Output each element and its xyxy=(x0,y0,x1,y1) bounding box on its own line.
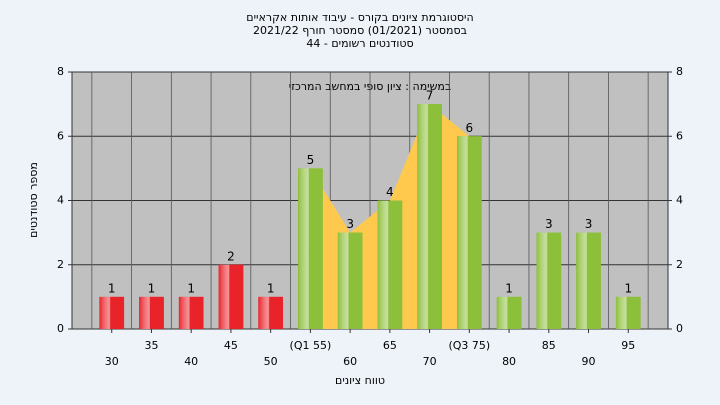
data-label: 7 xyxy=(426,89,434,103)
bar xyxy=(536,232,562,329)
y-tick-label: 8 xyxy=(57,65,64,78)
data-label: 1 xyxy=(148,281,156,295)
bar xyxy=(99,296,125,329)
x-tick-label: 60 xyxy=(343,355,357,368)
y2-tick-label: 6 xyxy=(676,129,683,142)
x-tick-label: (Q3 75) xyxy=(448,339,490,352)
x-tick-label: 95 xyxy=(621,339,635,352)
y2-tick-label: 2 xyxy=(676,258,683,271)
bar xyxy=(496,296,522,329)
bar xyxy=(139,296,164,329)
y2-tick-label: 0 xyxy=(676,322,683,335)
chart-subtitle: בסמסטר (01/2021) סמסטר חורף 2021/22 xyxy=(253,24,467,37)
data-label: 2 xyxy=(227,249,235,263)
y-tick-label: 0 xyxy=(57,322,64,335)
bar xyxy=(178,296,204,329)
y-tick-label: 2 xyxy=(57,258,64,271)
bar xyxy=(457,136,482,329)
bar xyxy=(218,264,244,329)
bar xyxy=(258,296,283,329)
data-label: 3 xyxy=(545,217,553,231)
x-tick-label: 70 xyxy=(423,355,437,368)
data-label: 1 xyxy=(505,281,513,295)
data-label: 3 xyxy=(585,217,593,231)
y2-tick-label: 8 xyxy=(676,65,683,78)
chart-subtitle: סטודנטים רשומים - 44 xyxy=(306,37,413,50)
bar xyxy=(417,104,442,329)
x-tick-label: 90 xyxy=(582,355,596,368)
x-tick-label: 50 xyxy=(264,355,278,368)
bar xyxy=(337,232,363,329)
x-tick-label: 35 xyxy=(144,339,158,352)
data-label: 1 xyxy=(108,281,116,295)
x-tick-label: (Q1 55) xyxy=(290,339,332,352)
x-tick-label: 85 xyxy=(542,339,556,352)
y2-tick-label: 4 xyxy=(676,194,683,207)
x-tick-label: 45 xyxy=(224,339,238,352)
data-label: 5 xyxy=(307,153,315,167)
bar xyxy=(615,296,641,329)
data-label: 4 xyxy=(386,185,394,199)
x-axis-label: טווח ציונים xyxy=(335,374,385,387)
y-axis-label: מספר סטודנטים xyxy=(27,162,40,238)
x-tick-label: 30 xyxy=(105,355,119,368)
data-label: 1 xyxy=(187,281,195,295)
y-tick-label: 6 xyxy=(57,129,64,142)
bar xyxy=(377,200,403,329)
x-tick-label: 65 xyxy=(383,339,397,352)
data-label: 6 xyxy=(466,121,474,135)
data-label: 1 xyxy=(624,281,632,295)
data-label: 3 xyxy=(346,217,354,231)
x-tick-label: 80 xyxy=(502,355,516,368)
x-tick-label: 40 xyxy=(184,355,198,368)
data-label: 1 xyxy=(267,281,275,295)
bar xyxy=(298,168,323,329)
bar xyxy=(576,232,601,329)
y-tick-label: 4 xyxy=(57,194,64,207)
chart-title: היסטוגרמת ציונים בקורס - עיבוד אותות אקר… xyxy=(246,11,473,24)
